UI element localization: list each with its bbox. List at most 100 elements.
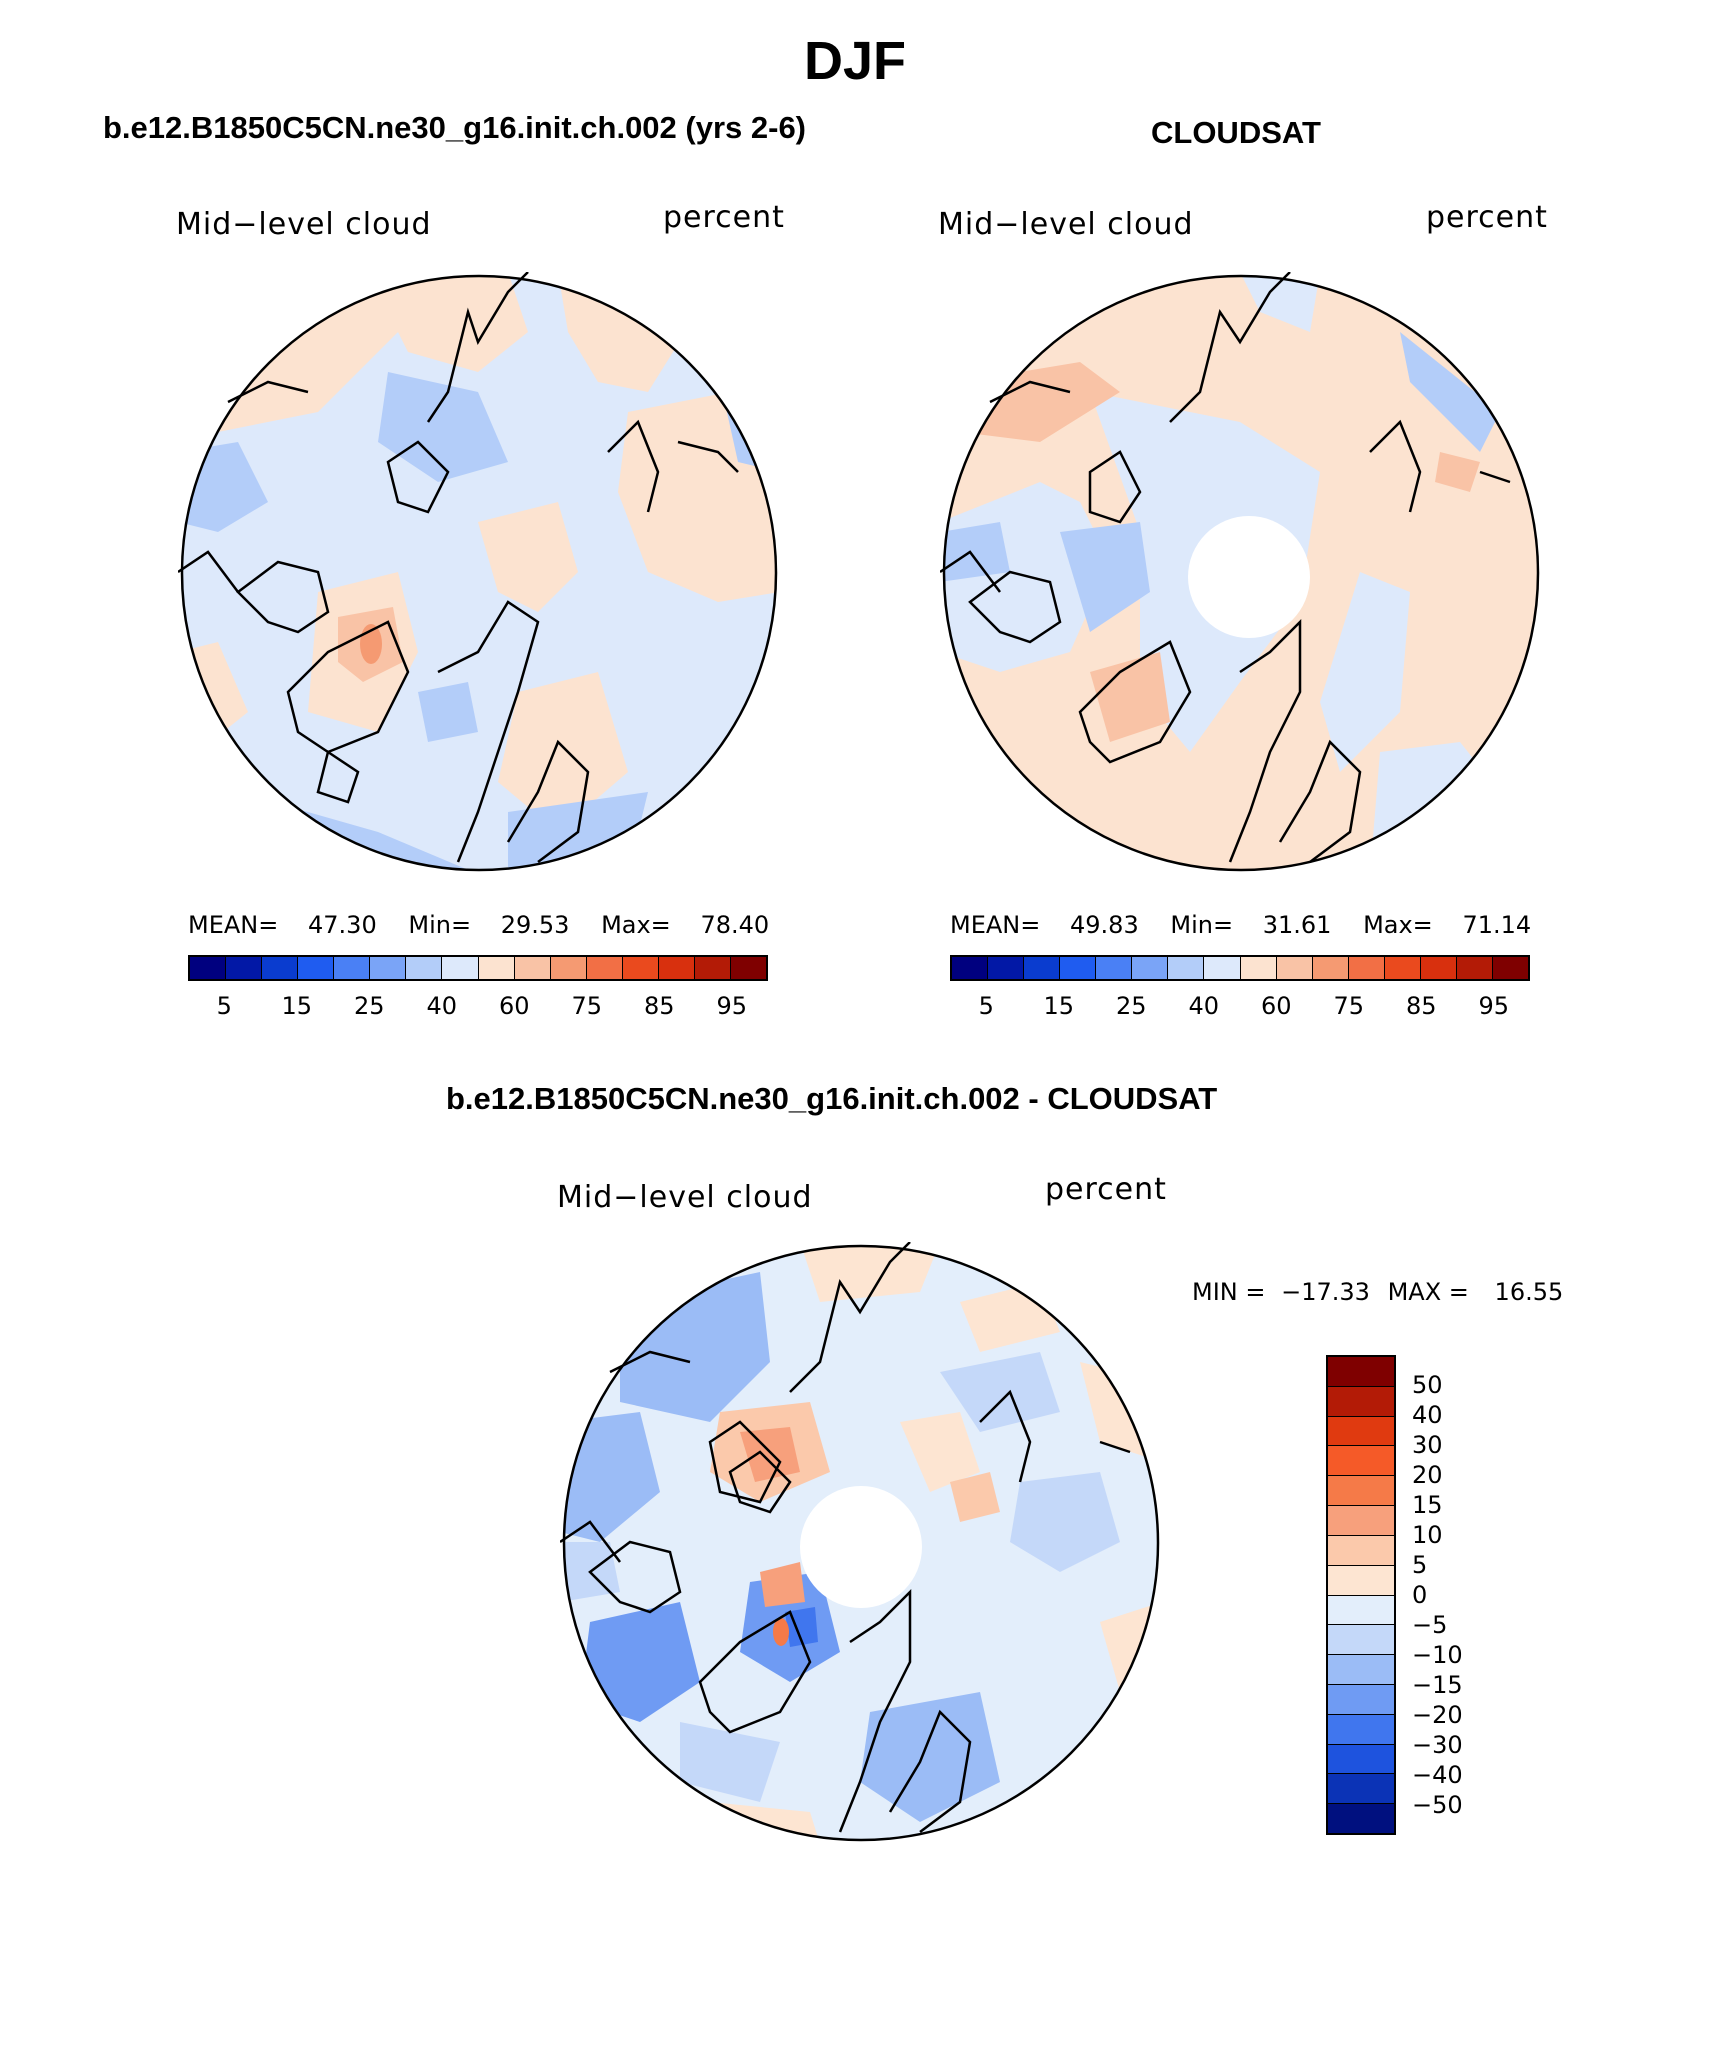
diff-colorbar [1326, 1355, 1396, 1835]
colorbar-tick-label: 75 [1333, 992, 1365, 1020]
colorbar-swatch [442, 957, 479, 979]
colorbar-swatch [694, 957, 731, 979]
colorbar-swatch [1328, 1684, 1394, 1715]
colorbar-swatch [988, 957, 1025, 979]
colorbar-swatch [1168, 957, 1205, 979]
colorbar-swatch [1328, 1506, 1394, 1536]
colorbar-swatch [1328, 1655, 1394, 1685]
diff-colorbar-ticks: 50 40 30 20 15 10 5 0 −5 −10 −15 −20 −30 −40 −50 [1412, 1355, 1532, 1835]
figure-title: DJF [803, 31, 906, 91]
obs-max-value: 71.14 [1462, 911, 1532, 939]
colorbar-swatch [1492, 957, 1528, 979]
obs-units-label: percent [1426, 200, 1548, 235]
model-max-label: Max= [601, 911, 671, 939]
colorbar-tick-label: 40 [1188, 992, 1220, 1020]
diff-colorbar-tick-label: 15 [1412, 1491, 1443, 1519]
colorbar-swatch [370, 957, 407, 979]
colorbar-swatch [514, 957, 551, 979]
colorbar-swatch [478, 957, 515, 979]
obs-stats: MEAN= 49.83 Min= 31.61 Max= 71.14 [950, 911, 1531, 939]
colorbar-swatch [1328, 1535, 1394, 1566]
model-variable-label: Mid−level cloud [176, 207, 432, 242]
colorbar-swatch [298, 957, 335, 979]
model-colorbar-ticks: 5 15 25 40 60 75 85 95 [188, 992, 768, 1022]
colorbar-swatch [1328, 1357, 1394, 1387]
colorbar-swatch [730, 957, 766, 979]
model-mean-label: MEAN= [188, 911, 279, 939]
diff-colorbar-tick-label: 5 [1412, 1551, 1428, 1579]
model-mean-value: 47.30 [308, 911, 377, 939]
colorbar-swatch [1060, 957, 1097, 979]
colorbar-swatch [406, 957, 443, 979]
diff-min-label: MIN = [1192, 1278, 1266, 1306]
colorbar-swatch [1328, 1714, 1394, 1745]
diff-variable-label: Mid−level cloud [557, 1180, 813, 1215]
colorbar-swatch [226, 957, 263, 979]
diff-minmax: MIN = −17.33 MAX = 16.55 [1192, 1278, 1563, 1306]
diff-colorbar-tick-label: −20 [1412, 1701, 1463, 1729]
colorbar-swatch [1204, 957, 1241, 979]
colorbar-swatch [1328, 1416, 1394, 1447]
diff-colorbar-tick-label: −40 [1412, 1761, 1463, 1789]
colorbar-swatch [1312, 957, 1349, 979]
colorbar-swatch [1132, 957, 1169, 979]
colorbar-swatch [1276, 957, 1313, 979]
colorbar-swatch [1328, 1595, 1394, 1626]
colorbar-swatch [622, 957, 659, 979]
colorbar-swatch [1024, 957, 1061, 979]
diff-polar-map [560, 1242, 1160, 1842]
diff-colorbar-tick-label: −5 [1412, 1611, 1448, 1639]
colorbar-tick-label: 95 [1478, 992, 1510, 1020]
diff-colorbar-tick-label: −50 [1412, 1791, 1463, 1819]
diff-colorbar-tick-label: 30 [1412, 1431, 1443, 1459]
obs-mean-label: MEAN= [950, 911, 1041, 939]
diff-colorbar-tick-label: 0 [1412, 1581, 1428, 1609]
model-panel-title: b.e12.B1850C5CN.ne30_g16.init.ch.002 (yr… [103, 110, 807, 145]
colorbar-tick-label: 60 [498, 992, 530, 1020]
model-units-label: percent [663, 200, 785, 235]
obs-polar-map [940, 272, 1540, 872]
diff-colorbar-tick-label: 50 [1412, 1371, 1443, 1399]
colorbar-swatch [1456, 957, 1493, 979]
colorbar-swatch [1328, 1565, 1394, 1596]
obs-variable-label: Mid−level cloud [938, 207, 1194, 242]
colorbar-swatch [1420, 957, 1457, 979]
colorbar-tick-label: 60 [1260, 992, 1292, 1020]
obs-colorbar-ticks: 5 15 25 40 60 75 85 95 [950, 992, 1530, 1022]
colorbar-swatch [262, 957, 299, 979]
model-stats: MEAN= 47.30 Min= 29.53 Max= 78.40 [188, 911, 769, 939]
diff-min-value: −17.33 [1281, 1278, 1370, 1306]
obs-min-value: 31.61 [1262, 911, 1332, 939]
model-min-label: Min= [408, 911, 472, 939]
colorbar-swatch [952, 957, 989, 979]
colorbar-tick-label: 85 [1405, 992, 1437, 1020]
colorbar-tick-label: 25 [1115, 992, 1147, 1020]
model-min-value: 29.53 [500, 911, 570, 939]
colorbar-tick-label: 5 [216, 992, 232, 1020]
diff-colorbar-tick-label: −10 [1412, 1641, 1463, 1669]
colorbar-tick-label: 15 [281, 992, 313, 1020]
colorbar-swatch [190, 957, 227, 979]
colorbar-tick-label: 40 [426, 992, 458, 1020]
colorbar-tick-label: 95 [716, 992, 748, 1020]
colorbar-swatch [658, 957, 695, 979]
diff-colorbar-tick-label: 20 [1412, 1461, 1443, 1489]
colorbar-swatch [1328, 1386, 1394, 1417]
diff-colorbar-tick-label: −30 [1412, 1731, 1463, 1759]
colorbar-swatch [1096, 957, 1133, 979]
diff-max-label: MAX = [1387, 1278, 1469, 1306]
colorbar-swatch [1328, 1744, 1394, 1775]
diff-colorbar-tick-label: 10 [1412, 1521, 1443, 1549]
colorbar-tick-label: 75 [571, 992, 603, 1020]
colorbar-tick-label: 25 [353, 992, 385, 1020]
colorbar-tick-label: 15 [1043, 992, 1075, 1020]
obs-colorbar [950, 955, 1530, 981]
colorbar-swatch [1328, 1774, 1394, 1805]
colorbar-swatch [1328, 1804, 1394, 1833]
colorbar-swatch [1328, 1446, 1394, 1477]
diff-max-value: 16.55 [1494, 1278, 1564, 1306]
colorbar-swatch [550, 957, 587, 979]
obs-min-label: Min= [1170, 911, 1234, 939]
colorbar-tick-label: 85 [643, 992, 675, 1020]
colorbar-swatch [1240, 957, 1277, 979]
